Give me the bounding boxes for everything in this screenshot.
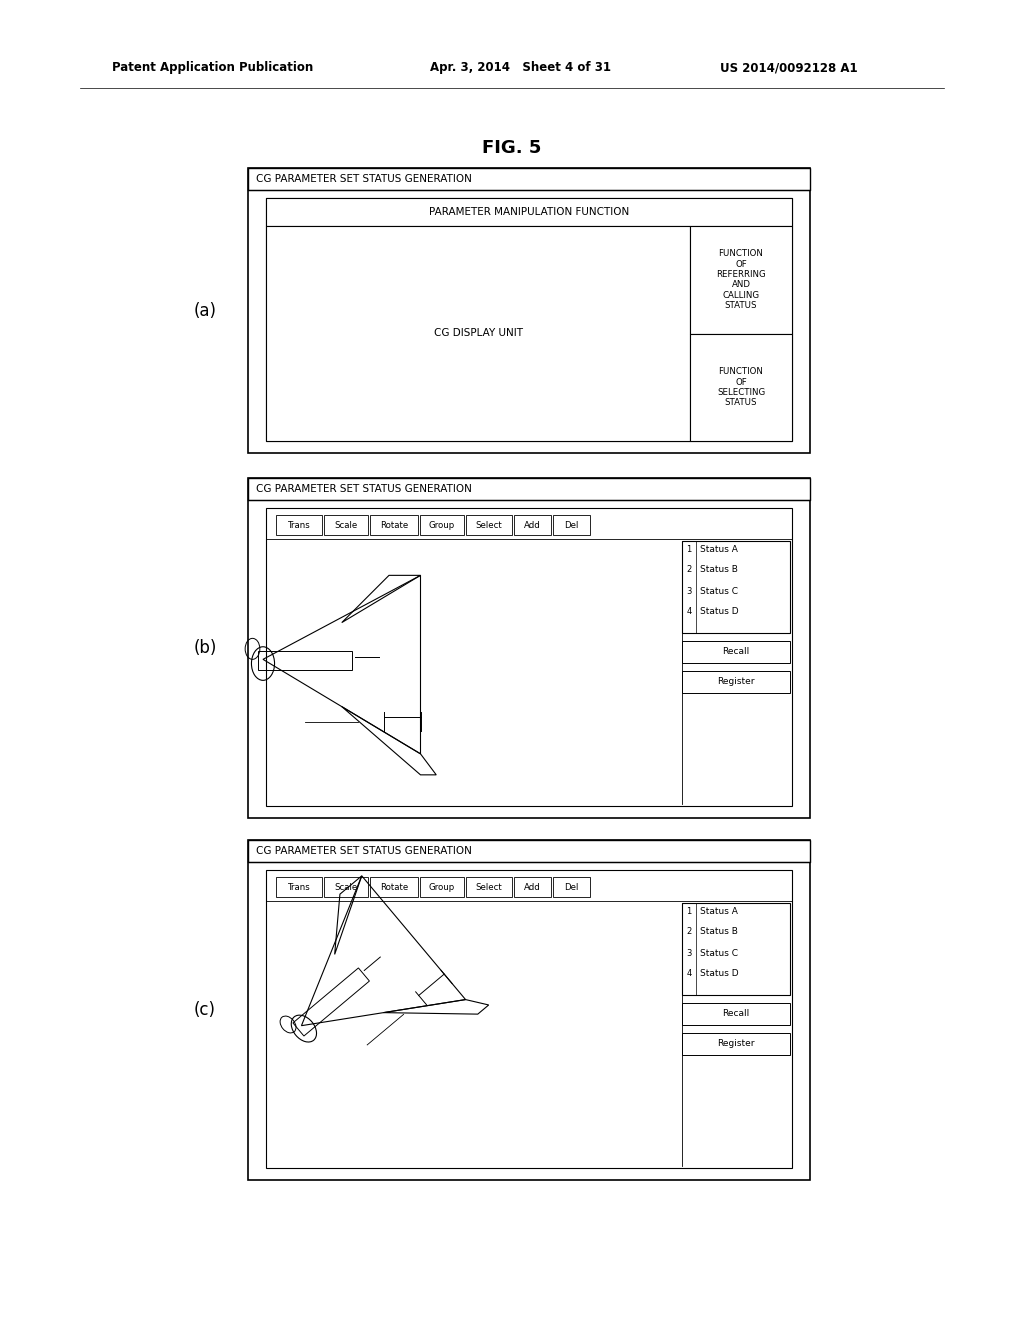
Bar — [266, 198, 792, 441]
Text: Recall: Recall — [722, 1010, 750, 1019]
Bar — [514, 876, 551, 898]
Bar — [276, 876, 322, 898]
Text: Status D: Status D — [700, 969, 738, 978]
Text: FIG. 5: FIG. 5 — [482, 139, 542, 157]
Bar — [248, 840, 810, 862]
Bar — [682, 671, 790, 693]
Text: Group: Group — [429, 883, 455, 891]
Text: Add: Add — [524, 520, 541, 529]
Text: Group: Group — [429, 520, 455, 529]
Text: FUNCTION
OF
REFERRING
AND
CALLING
STATUS: FUNCTION OF REFERRING AND CALLING STATUS — [716, 249, 766, 310]
Text: Status C: Status C — [700, 949, 738, 957]
Bar — [553, 515, 590, 535]
Bar — [682, 903, 790, 995]
Text: Scale: Scale — [335, 883, 357, 891]
Text: Status B: Status B — [700, 565, 738, 574]
Bar — [248, 168, 810, 453]
Text: Apr. 3, 2014   Sheet 4 of 31: Apr. 3, 2014 Sheet 4 of 31 — [430, 62, 611, 74]
Text: Trans: Trans — [288, 520, 310, 529]
Text: (b): (b) — [194, 639, 217, 657]
Text: (c): (c) — [194, 1001, 216, 1019]
Bar — [690, 226, 792, 334]
Text: Del: Del — [564, 883, 579, 891]
Bar — [420, 876, 464, 898]
Bar — [682, 541, 790, 634]
Text: 4: 4 — [686, 969, 691, 978]
Text: Status B: Status B — [700, 928, 738, 936]
Text: 1: 1 — [686, 544, 691, 553]
Bar — [682, 1034, 790, 1055]
Bar — [370, 515, 418, 535]
Text: Status A: Status A — [700, 907, 738, 916]
Text: CG DISPLAY UNIT: CG DISPLAY UNIT — [433, 329, 522, 338]
Text: Rotate: Rotate — [380, 883, 409, 891]
Text: Status C: Status C — [700, 586, 738, 595]
Text: Add: Add — [524, 883, 541, 891]
Bar — [324, 515, 368, 535]
Text: Rotate: Rotate — [380, 520, 409, 529]
Bar — [553, 876, 590, 898]
Bar — [324, 876, 368, 898]
Bar — [690, 334, 792, 441]
Bar — [370, 876, 418, 898]
Bar — [266, 508, 792, 807]
Bar — [466, 515, 512, 535]
Text: 1: 1 — [686, 907, 691, 916]
Text: Select: Select — [475, 883, 503, 891]
Bar — [248, 840, 810, 1180]
Text: Del: Del — [564, 520, 579, 529]
Text: 2: 2 — [686, 928, 691, 936]
Text: Scale: Scale — [335, 520, 357, 529]
Text: 2: 2 — [686, 565, 691, 574]
Text: Trans: Trans — [288, 883, 310, 891]
Text: 3: 3 — [686, 949, 691, 957]
Bar — [248, 478, 810, 500]
Text: 4: 4 — [686, 607, 691, 616]
Bar — [248, 168, 810, 190]
Bar — [266, 870, 792, 1168]
Text: Register: Register — [717, 677, 755, 686]
Text: CG PARAMETER SET STATUS GENERATION: CG PARAMETER SET STATUS GENERATION — [256, 484, 472, 494]
Bar — [420, 515, 464, 535]
Text: CG PARAMETER SET STATUS GENERATION: CG PARAMETER SET STATUS GENERATION — [256, 174, 472, 183]
Text: Patent Application Publication: Patent Application Publication — [112, 62, 313, 74]
Text: US 2014/0092128 A1: US 2014/0092128 A1 — [720, 62, 858, 74]
Text: Register: Register — [717, 1040, 755, 1048]
Text: CG PARAMETER SET STATUS GENERATION: CG PARAMETER SET STATUS GENERATION — [256, 846, 472, 855]
Bar — [276, 515, 322, 535]
Bar — [266, 226, 690, 441]
Bar — [248, 478, 810, 818]
Text: 3: 3 — [686, 586, 691, 595]
Bar — [682, 642, 790, 663]
Bar — [266, 198, 792, 226]
Text: (a): (a) — [194, 301, 216, 319]
Bar — [466, 876, 512, 898]
Text: FUNCTION
OF
SELECTING
STATUS: FUNCTION OF SELECTING STATUS — [717, 367, 765, 408]
Text: Status A: Status A — [700, 544, 738, 553]
Text: Status D: Status D — [700, 607, 738, 616]
Bar — [682, 1003, 790, 1026]
Text: Select: Select — [475, 520, 503, 529]
Text: Recall: Recall — [722, 648, 750, 656]
Text: PARAMETER MANIPULATION FUNCTION: PARAMETER MANIPULATION FUNCTION — [429, 207, 629, 216]
Bar — [514, 515, 551, 535]
